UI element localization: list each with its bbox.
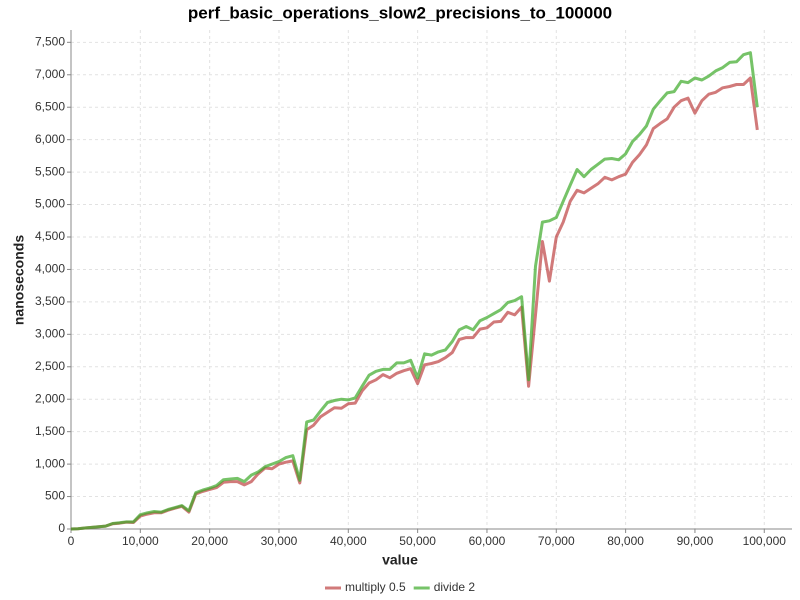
y-tick-label: 6,500	[35, 99, 65, 113]
x-axis-label: value	[382, 552, 418, 568]
x-tick-label: 40,000	[330, 534, 367, 548]
x-tick-label: 70,000	[538, 534, 575, 548]
y-tick-label: 3,500	[35, 294, 65, 308]
x-tick-label: 90,000	[677, 534, 714, 548]
chart-title: perf_basic_operations_slow2_precisions_t…	[188, 3, 612, 22]
x-tick-label: 20,000	[191, 534, 228, 548]
legend: multiply 0.5 divide 2	[325, 580, 475, 594]
y-tick-label: 7,000	[35, 67, 65, 81]
legend-label: multiply 0.5	[345, 580, 406, 594]
y-axis-label: nanoseconds	[11, 235, 27, 325]
y-tick-label: 0	[58, 521, 65, 535]
y-tick-label: 7,500	[35, 35, 65, 49]
x-tick-label: 30,000	[261, 534, 298, 548]
y-tick-label: 5,000	[35, 197, 65, 211]
y-tick-label: 5,500	[35, 164, 65, 178]
y-tick-label: 2,500	[35, 359, 65, 373]
y-tick-label: 2,000	[35, 391, 65, 405]
series-line	[70, 76, 759, 531]
y-tick-label: 500	[45, 489, 65, 503]
y-tick-label: 1,000	[35, 456, 65, 470]
y-tick-label: 1,500	[35, 424, 65, 438]
y-tick-label: 3,000	[35, 327, 65, 341]
y-tick-label: 4,500	[35, 229, 65, 243]
x-tick-label: 0	[68, 534, 75, 548]
y-tick-label: 6,000	[35, 132, 65, 146]
series-line	[70, 51, 759, 531]
legend-label: divide 2	[434, 580, 476, 594]
x-tick-label: 100,000	[743, 534, 787, 548]
x-tick-label: 60,000	[469, 534, 506, 548]
x-tick-label: 80,000	[607, 534, 644, 548]
x-tick-label: 10,000	[122, 534, 159, 548]
x-tick-label: 50,000	[399, 534, 436, 548]
y-tick-label: 4,000	[35, 262, 65, 276]
